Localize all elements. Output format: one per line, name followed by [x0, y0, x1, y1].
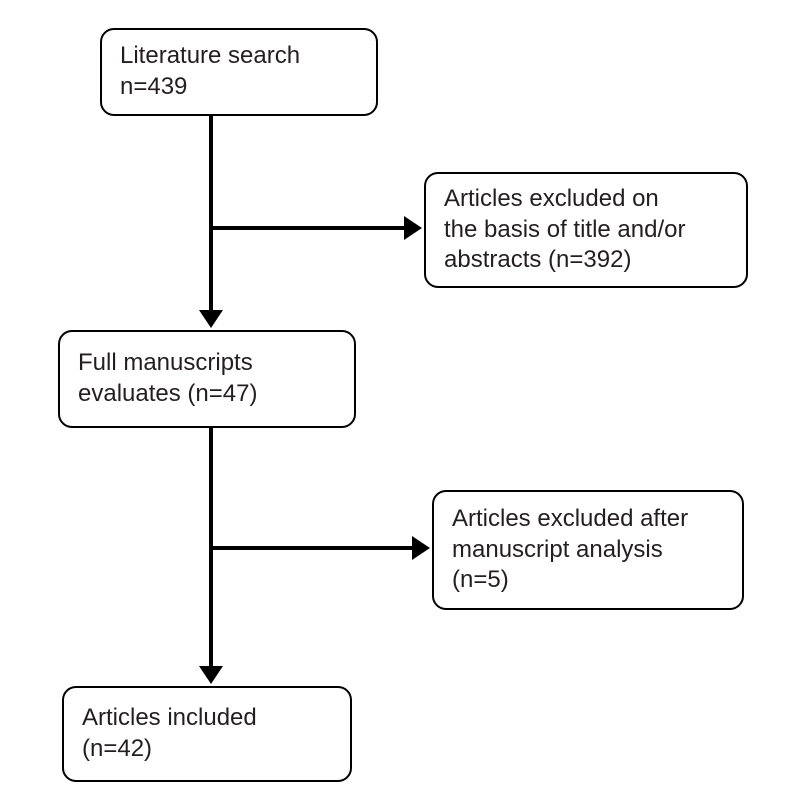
- arrow-right-2: [211, 546, 416, 550]
- node-full-manuscripts: Full manuscripts evaluates (n=47): [58, 330, 356, 428]
- node-text: Full manuscripts evaluates (n=47): [78, 348, 257, 409]
- arrow-right-1: [211, 226, 408, 230]
- node-text: Articles excluded on the basis of title …: [444, 184, 685, 276]
- arrow-down-1: [209, 116, 213, 314]
- node-text: Articles included (n=42): [82, 703, 257, 764]
- node-text: Literature search n=439: [120, 41, 300, 102]
- arrow-head-down-2: [199, 666, 223, 684]
- arrow-head-right-2: [412, 536, 430, 560]
- arrow-head-right-1: [404, 216, 422, 240]
- arrow-head-down-1: [199, 310, 223, 328]
- node-articles-included: Articles included (n=42): [62, 686, 352, 782]
- node-excluded-manuscript: Articles excluded after manuscript analy…: [432, 490, 744, 610]
- node-literature-search: Literature search n=439: [100, 28, 378, 116]
- node-excluded-title-abstract: Articles excluded on the basis of title …: [424, 172, 748, 288]
- node-text: Articles excluded after manuscript analy…: [452, 504, 688, 596]
